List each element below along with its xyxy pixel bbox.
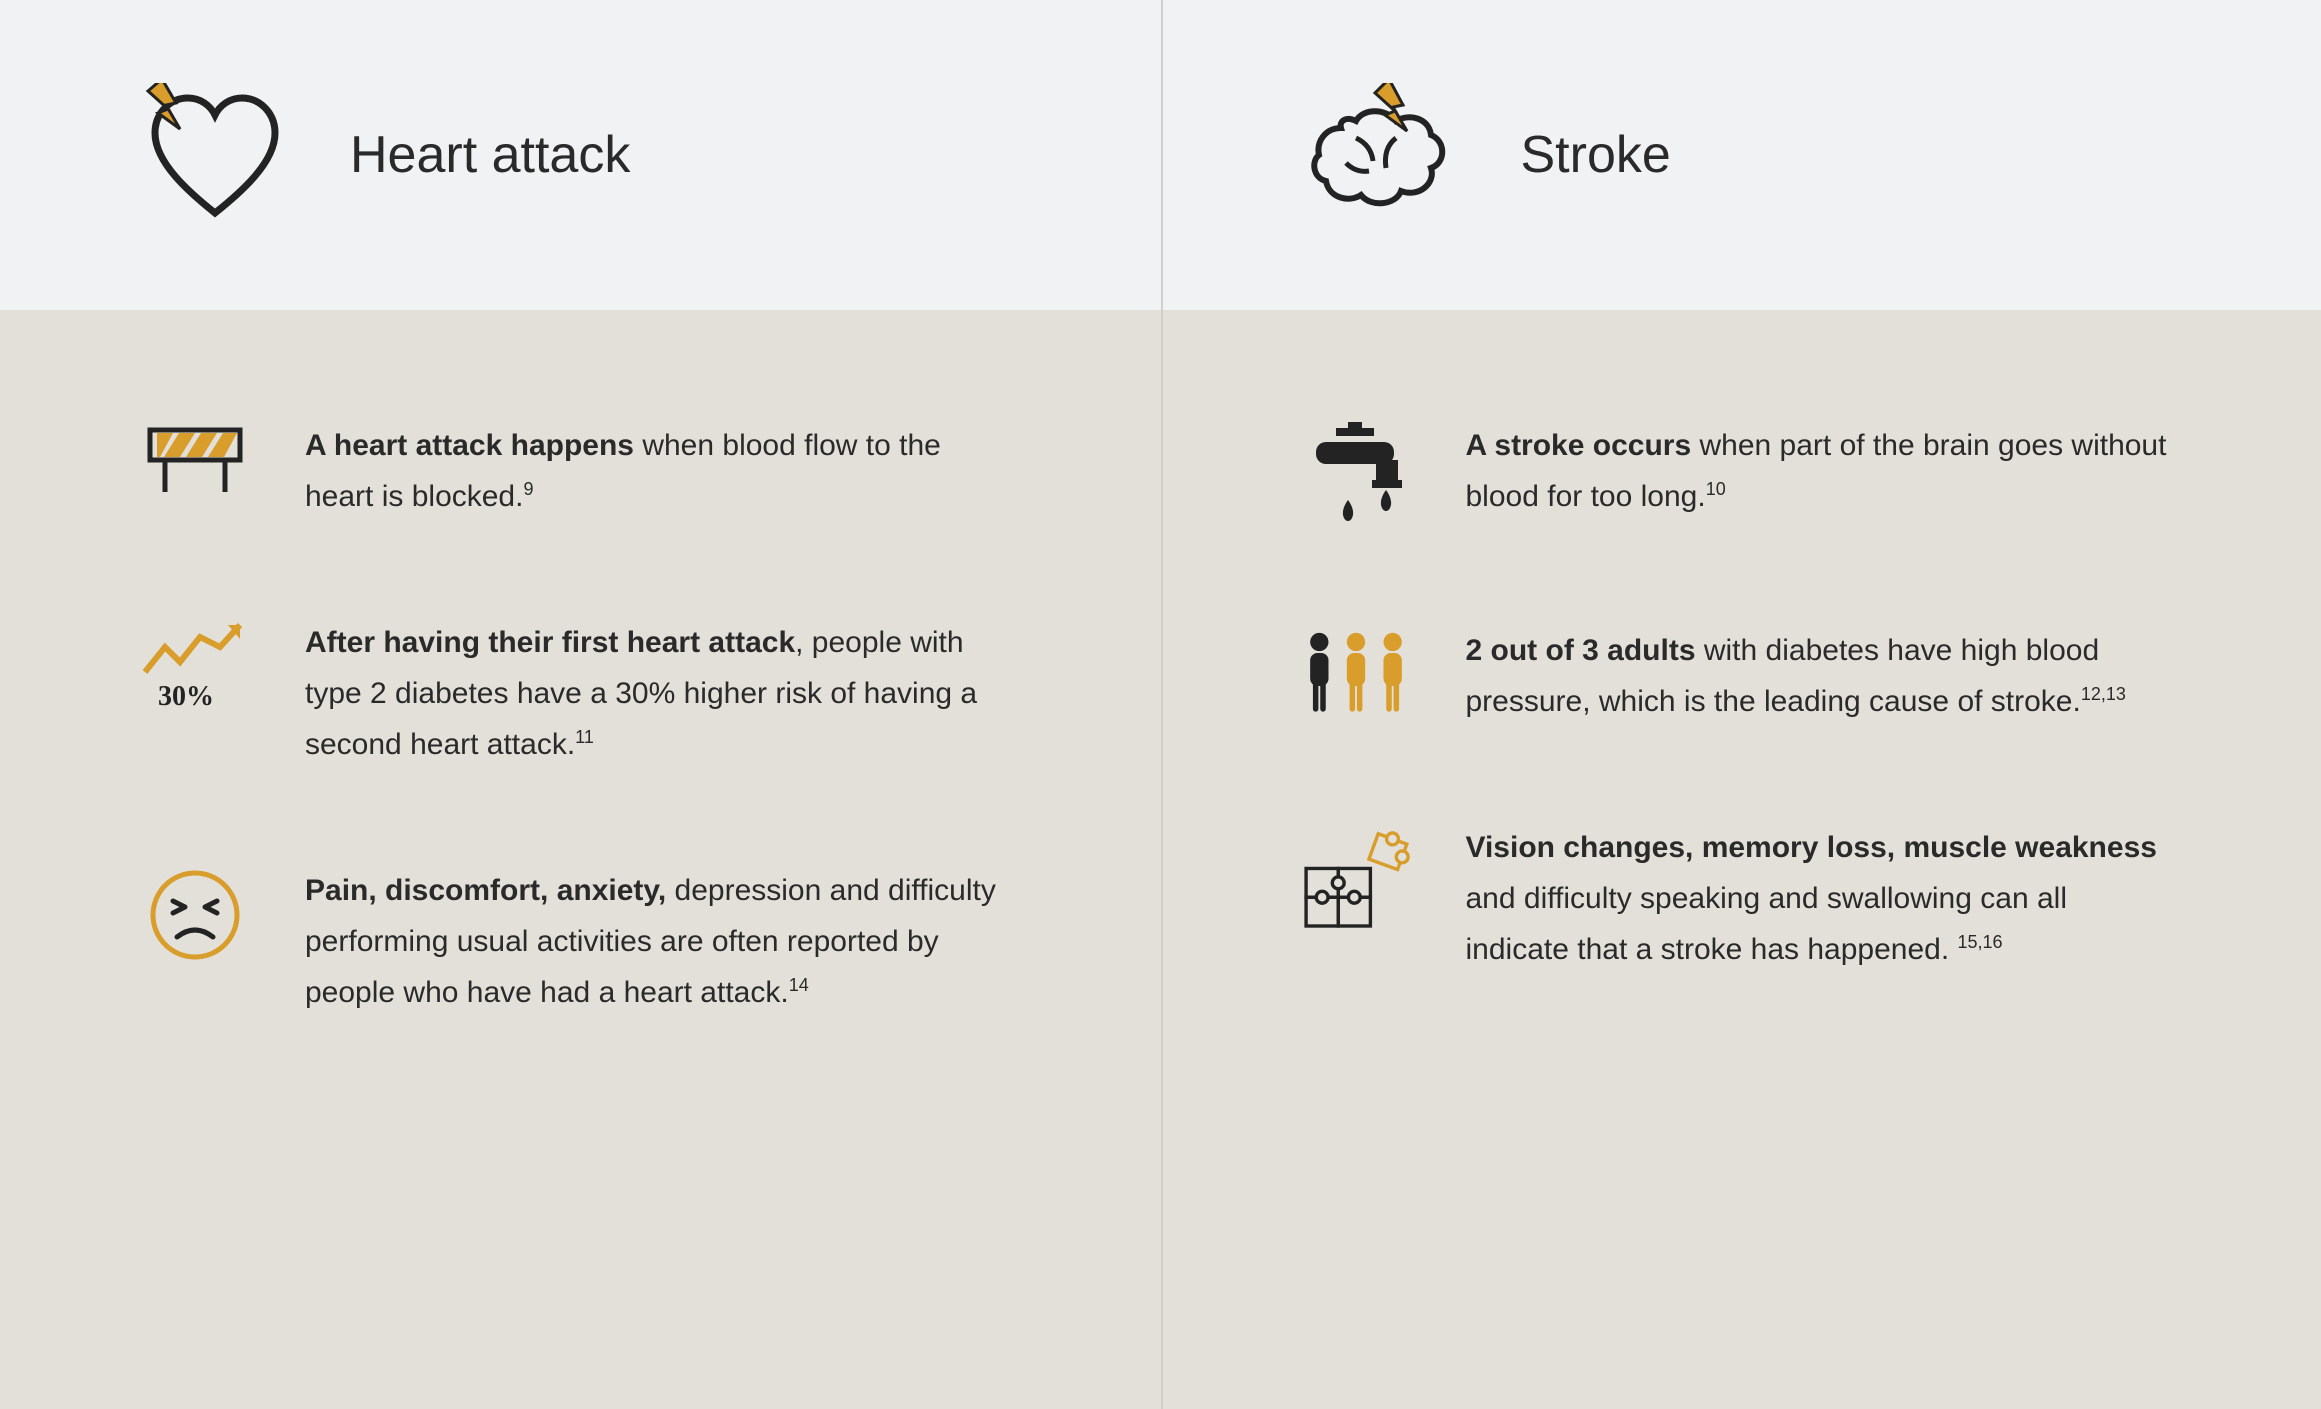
barrier-icon (140, 420, 250, 500)
right-body: A stroke occurs when part of the brain g… (1161, 310, 2321, 1409)
left-body: A heart attack happens when blood flow t… (0, 310, 1161, 1409)
center-divider (1161, 0, 1163, 1409)
left-item-2-text: Pain, discomfort, anxiety, depression an… (305, 865, 1011, 1018)
puzzle-icon (1301, 822, 1411, 942)
left-column: Heart attack A heart attack hap (0, 0, 1161, 1409)
left-item-1: 30% After having their first heart attac… (140, 617, 1011, 770)
anxious-face-icon (140, 865, 250, 965)
right-column: Stroke A stroke occurs when par (1161, 0, 2321, 1409)
faucet-icon (1301, 420, 1411, 530)
right-item-1-text: 2 out of 3 adults with diabetes have hig… (1466, 625, 2172, 727)
right-item-2: Vision changes, memory loss, muscle weak… (1301, 822, 2172, 975)
brain-bolt-icon (1301, 83, 1461, 228)
heart-bolt-icon (140, 83, 290, 228)
left-header: Heart attack (0, 0, 1161, 310)
right-item-0-text: A stroke occurs when part of the brain g… (1466, 420, 2172, 522)
right-item-2-text: Vision changes, memory loss, muscle weak… (1466, 822, 2172, 975)
people-ratio-icon (1301, 625, 1411, 725)
infographic-container: Heart attack A heart attack hap (0, 0, 2321, 1409)
chart-up-icon: 30% (140, 617, 250, 717)
left-title: Heart attack (350, 125, 630, 185)
left-item-1-text: After having their first heart attack, p… (305, 617, 1011, 770)
right-item-1: 2 out of 3 adults with diabetes have hig… (1301, 625, 2172, 727)
svg-text:30%: 30% (158, 681, 214, 712)
left-item-0-text: A heart attack happens when blood flow t… (305, 420, 1011, 522)
left-item-0: A heart attack happens when blood flow t… (140, 420, 1011, 522)
left-item-2: Pain, discomfort, anxiety, depression an… (140, 865, 1011, 1018)
right-title: Stroke (1521, 125, 1671, 185)
right-header: Stroke (1161, 0, 2321, 310)
right-item-0: A stroke occurs when part of the brain g… (1301, 420, 2172, 530)
